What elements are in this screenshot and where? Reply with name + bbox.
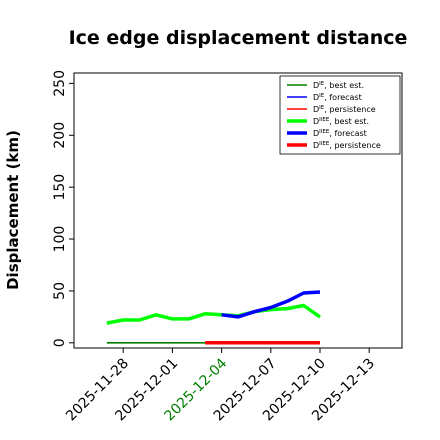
legend-entry: DIE, best est. (313, 81, 364, 90)
series-line-3 (106, 303, 321, 325)
y-axis-label: Displacement (km) (4, 130, 22, 290)
legend-entry: DIIEE, forecast (313, 129, 367, 138)
legend-entry: DIE, forecast (313, 93, 362, 102)
legend-entry: DIIEE, best est. (313, 117, 369, 126)
plot-area (106, 290, 321, 345)
legend-entry: DIE, persistence (313, 105, 376, 114)
chart-title: Ice edge displacement distance (69, 27, 408, 49)
legend-box (279, 75, 401, 155)
series-line-4 (221, 290, 321, 319)
plot-frame (73, 72, 403, 349)
y-tick-label: 50 (52, 282, 68, 300)
x-axis: 2025-11-282025-12-012025-12-042025-12-07… (63, 348, 378, 424)
y-tick-label: 150 (52, 174, 68, 201)
legend-entry: DIIEE, persistence (313, 141, 381, 150)
y-tick-label: 250 (52, 70, 68, 97)
y-tick-label: 100 (52, 226, 68, 253)
legend: DIE, best est. DIE, forecast DIE, persiste… (279, 75, 401, 155)
y-tick-label: 200 (52, 122, 68, 149)
y-tick-label: 0 (52, 338, 68, 347)
y-axis: 0 50 100 150 200 250 (52, 70, 74, 347)
